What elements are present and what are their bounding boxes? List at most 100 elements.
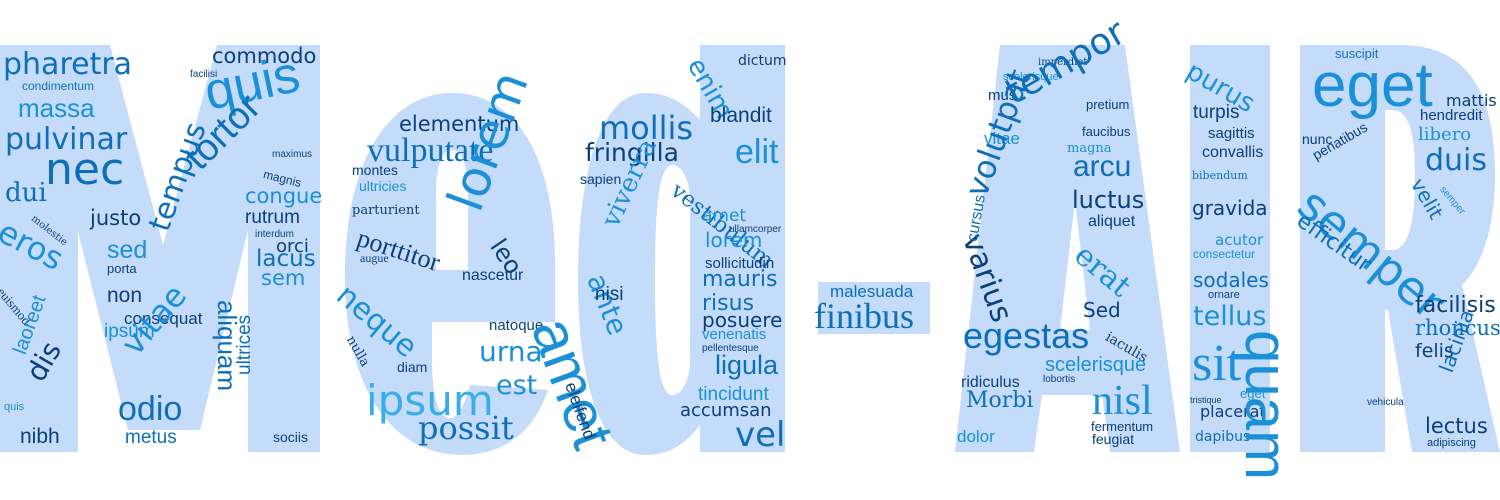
word-magna: magna bbox=[1067, 141, 1112, 156]
word-augue: augue bbox=[360, 251, 389, 265]
word-nec: nec bbox=[45, 144, 125, 195]
word-adipiscing: adipiscing bbox=[1427, 437, 1476, 449]
word-sociis: sociis bbox=[273, 429, 309, 445]
word-fermentum: fermentum bbox=[1091, 419, 1154, 434]
word-turpis: turpis bbox=[1193, 102, 1240, 123]
word-mollis: mollis bbox=[599, 109, 694, 147]
word-elit: elit bbox=[735, 133, 779, 171]
word-parturient: parturient bbox=[352, 203, 420, 218]
word-condimentum: condimentum bbox=[22, 79, 95, 93]
word-pretium: pretium bbox=[1086, 97, 1130, 112]
word-mattis: mattis bbox=[1446, 91, 1497, 110]
word-pulvinar: pulvinar bbox=[5, 122, 128, 157]
word-congue: congue bbox=[245, 184, 323, 208]
word-acutor: acutor bbox=[1215, 231, 1264, 249]
word-aliquet: aliquet bbox=[1088, 213, 1136, 230]
word-vulputate: vulputate bbox=[367, 132, 494, 169]
word-tellus: tellus bbox=[1193, 301, 1267, 332]
word-sed: Sed bbox=[1083, 298, 1121, 322]
letter-e bbox=[344, 93, 555, 455]
word-vehicula: vehicula bbox=[1367, 397, 1404, 408]
word-venenatis: venenatis bbox=[702, 326, 767, 343]
word-est: est bbox=[496, 370, 538, 401]
word-ipsum: ipsum bbox=[366, 376, 494, 425]
word-felis: felis bbox=[1415, 340, 1454, 362]
word-gravida: gravida bbox=[1192, 196, 1268, 220]
word-nisi: nisi bbox=[595, 284, 624, 305]
word-ultricies: ultricies bbox=[359, 178, 407, 194]
word-sapien: sapien bbox=[580, 171, 622, 187]
word-feugiat: feugiat bbox=[1092, 431, 1135, 447]
word-convallis: convallis bbox=[1202, 144, 1264, 161]
word-quam: quam bbox=[1233, 330, 1300, 481]
letter-d bbox=[578, 45, 785, 455]
word-porta: porta bbox=[107, 261, 137, 276]
word-consequat: consequat bbox=[124, 309, 203, 328]
word-commodo: commodo bbox=[212, 44, 317, 68]
word-nunc: nunc bbox=[1302, 131, 1333, 147]
word-tristique: tristique bbox=[1190, 395, 1222, 405]
letter-M bbox=[0, 45, 320, 452]
word-ipsum: ipsum bbox=[104, 321, 155, 342]
word-non: non bbox=[107, 284, 143, 307]
word-duis: duis bbox=[1425, 143, 1488, 178]
word-accumsan: accumsan bbox=[680, 400, 772, 421]
word-hendredit: hendredit bbox=[1420, 107, 1483, 124]
word-natoque: natoque bbox=[489, 317, 544, 334]
word-ullamcorper: ullamcorper bbox=[729, 224, 782, 235]
word-justo: justo bbox=[90, 206, 142, 230]
word-ridiculus: ridiculus bbox=[961, 374, 1020, 391]
word-scelerisque: scelerisque bbox=[1003, 71, 1059, 83]
word-scelerisque: scelerisque bbox=[1045, 354, 1147, 376]
word-fringilla: fringilla bbox=[585, 138, 679, 167]
word-nascetur: nascetur bbox=[462, 267, 524, 284]
word-nisl: nisl bbox=[1092, 378, 1153, 424]
word-metus: metus bbox=[125, 427, 177, 448]
word-consectetur: consectetur bbox=[1193, 247, 1256, 261]
word-maximus: maximus bbox=[272, 149, 313, 160]
letter-A bbox=[955, 45, 1180, 452]
word-libero: libero bbox=[1418, 124, 1472, 145]
word-finibus: finibus bbox=[814, 296, 915, 336]
word-lobortis: lobortis bbox=[1043, 374, 1076, 385]
word-dapibus: dapibus bbox=[1195, 429, 1251, 445]
word-montes: montes bbox=[352, 162, 398, 178]
word-ornare: ornare bbox=[1208, 289, 1240, 301]
word-posuere: posuere bbox=[702, 308, 783, 332]
word-lectus: lectus bbox=[1425, 414, 1488, 438]
word-eget: eget bbox=[1312, 51, 1433, 120]
word-ligula: ligula bbox=[715, 350, 779, 380]
word-sem: sem bbox=[261, 266, 306, 290]
word-dolor: dolor bbox=[957, 427, 995, 446]
word-urna: urna bbox=[479, 335, 543, 368]
word-facilisi: facilisi bbox=[190, 69, 218, 80]
word-sodales: sodales bbox=[1193, 268, 1269, 292]
word-luctus: luctus bbox=[1072, 186, 1145, 214]
letter-R bbox=[1300, 45, 1500, 452]
word-dictum: dictum bbox=[738, 53, 787, 69]
word-dui: dui bbox=[5, 178, 47, 208]
word-malesuada: malesuada bbox=[830, 282, 914, 301]
word-sagittis: sagittis bbox=[1208, 125, 1255, 142]
word-pellentesque: pellentesque bbox=[702, 343, 759, 354]
letter-I bbox=[1190, 45, 1270, 452]
word-elementum: elementum bbox=[399, 112, 520, 136]
word-egestas: egestas bbox=[963, 315, 1090, 356]
word-orci: orci bbox=[276, 236, 309, 257]
word-suscipit: suscipit bbox=[1335, 46, 1379, 61]
word-tincidunt: tincidunt bbox=[698, 384, 769, 405]
word-lorem: lorem bbox=[705, 228, 763, 252]
word-ultrices: ultrices bbox=[234, 314, 255, 375]
word-rhoncus: rhoncus bbox=[1415, 316, 1500, 340]
word-placerat: placerat bbox=[1200, 402, 1266, 421]
word-amet: amet bbox=[702, 206, 747, 226]
hyphen bbox=[818, 282, 930, 334]
word-lacus: lacus bbox=[256, 246, 316, 272]
word-vitae: vitae bbox=[984, 129, 1020, 148]
word-arcu: arcu bbox=[1073, 150, 1132, 183]
word-blandit: blandit bbox=[710, 104, 772, 127]
word-mus: mus bbox=[988, 87, 1017, 104]
word-quis: quis bbox=[4, 401, 25, 413]
